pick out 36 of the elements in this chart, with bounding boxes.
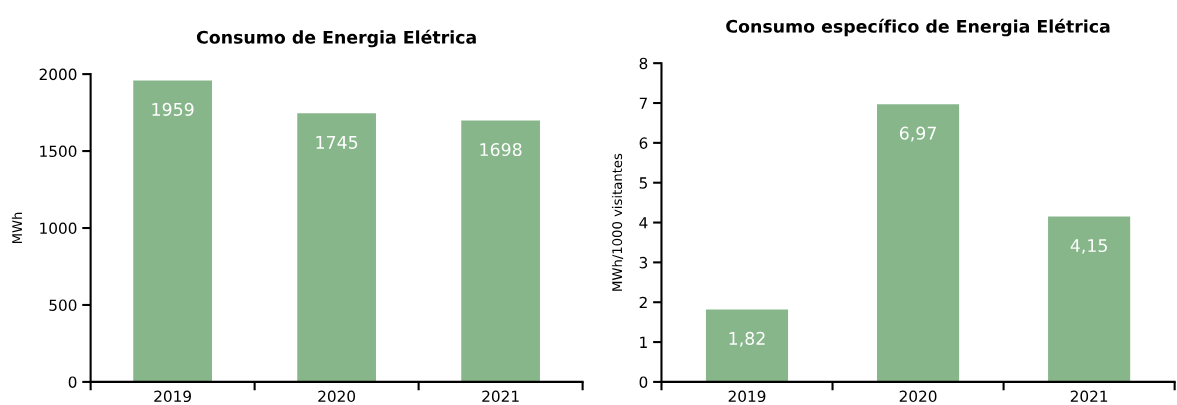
y-tick-label: 7 xyxy=(639,97,647,109)
y-tick-label: 500 xyxy=(49,299,77,311)
bar xyxy=(877,104,960,382)
y-tick-label: 4 xyxy=(639,217,648,229)
x-tick-label: 2019 xyxy=(154,390,191,403)
bar xyxy=(461,120,540,382)
y-tick-label: 3 xyxy=(639,256,648,269)
y-axis-title: MWh xyxy=(11,212,22,244)
data-label: 4,15 xyxy=(1070,239,1107,254)
x-tick-label: 2021 xyxy=(482,390,519,403)
bar xyxy=(297,113,376,382)
y-tick-label: 0 xyxy=(639,376,648,388)
y-tick-label: 8 xyxy=(639,57,648,70)
x-tick-label: 2020 xyxy=(318,390,356,403)
chart-title: Consumo de Energia Elétrica xyxy=(196,29,476,48)
data-label: 6,97 xyxy=(899,126,936,142)
chart-title: Consumo específico de Energia Elétrica xyxy=(726,18,1110,37)
y-tick-label: 1000 xyxy=(40,222,77,235)
data-label: 1698 xyxy=(480,142,522,157)
y-tick-label: 1500 xyxy=(40,145,77,158)
y-tick-label: 6 xyxy=(639,137,648,149)
bar xyxy=(1048,216,1131,382)
data-label: 1,82 xyxy=(729,331,765,347)
bar xyxy=(705,309,789,382)
y-axis-title: MWh/1000 visitantes xyxy=(611,153,624,291)
y-tick-label: 2000 xyxy=(39,68,77,81)
data-label: 1745 xyxy=(316,135,358,149)
x-tick-label: 2021 xyxy=(1070,390,1108,403)
x-tick-label: 2019 xyxy=(728,390,766,403)
bar xyxy=(133,80,212,382)
data-label: 1959 xyxy=(152,102,194,116)
y-tick-label: 2 xyxy=(639,296,647,309)
y-tick-label: 5 xyxy=(639,177,647,189)
y-tick-label: 0 xyxy=(68,376,77,388)
x-tick-label: 2020 xyxy=(899,390,937,403)
y-tick-label: 1 xyxy=(640,336,647,348)
